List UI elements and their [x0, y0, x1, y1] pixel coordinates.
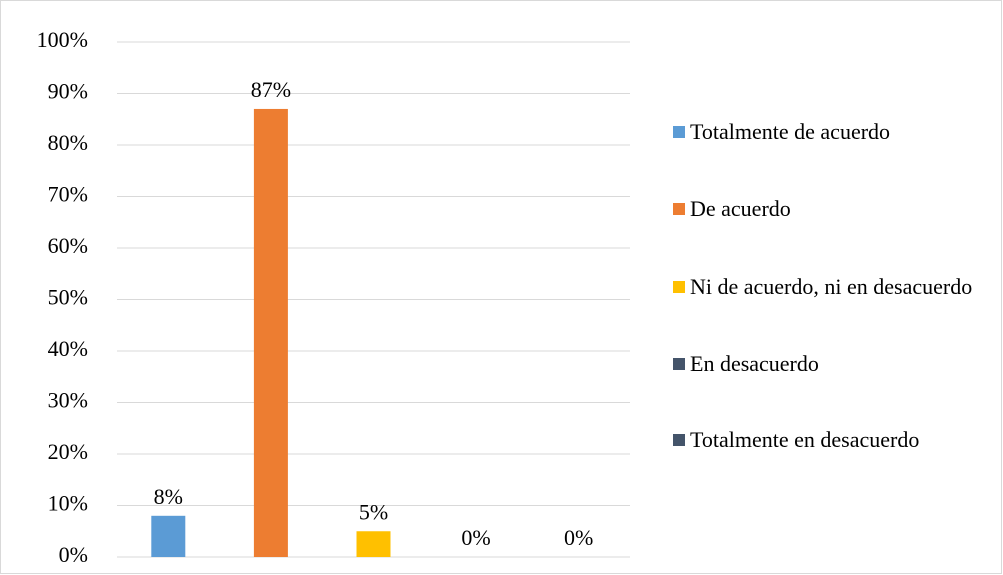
y-tick-label: 60% — [48, 233, 88, 258]
data-label: 0% — [564, 525, 593, 550]
legend-label: Ni de acuerdo, ni en desacuerdo — [690, 274, 973, 299]
y-tick-label: 70% — [48, 182, 88, 207]
legend-item: Ni de acuerdo, ni en desacuerdo — [673, 273, 990, 301]
y-tick-label: 50% — [48, 285, 88, 310]
legend-swatch — [673, 358, 685, 370]
y-tick-label: 80% — [48, 130, 88, 155]
bar — [356, 531, 391, 557]
legend-item: De acuerdo — [673, 195, 990, 223]
legend-label: Totalmente de acuerdo — [690, 119, 891, 144]
legend-item: En desacuerdo — [673, 350, 990, 378]
bar — [253, 108, 288, 557]
legend-swatch — [673, 203, 685, 215]
y-tick-label: 90% — [48, 79, 88, 104]
legend-swatch — [673, 126, 685, 138]
data-label: 87% — [251, 77, 291, 102]
data-label: 0% — [461, 525, 490, 550]
legend-item: Totalmente en desacuerdo — [673, 426, 990, 454]
legend-swatch — [673, 281, 685, 293]
y-tick-label: 100% — [37, 27, 88, 52]
y-tick-label: 10% — [48, 491, 88, 516]
y-tick-label: 0% — [59, 542, 88, 567]
legend-item: Totalmente de acuerdo — [673, 118, 990, 146]
legend-label: En desacuerdo — [690, 351, 819, 376]
legend-label: Totalmente en desacuerdo — [690, 427, 920, 452]
y-tick-label: 30% — [48, 388, 88, 413]
legend-swatch — [673, 434, 685, 446]
y-tick-label: 40% — [48, 336, 88, 361]
data-label: 8% — [154, 484, 183, 509]
bar — [151, 515, 186, 557]
y-tick-label: 20% — [48, 439, 88, 464]
legend-label: De acuerdo — [690, 196, 791, 221]
data-label: 5% — [359, 499, 388, 524]
